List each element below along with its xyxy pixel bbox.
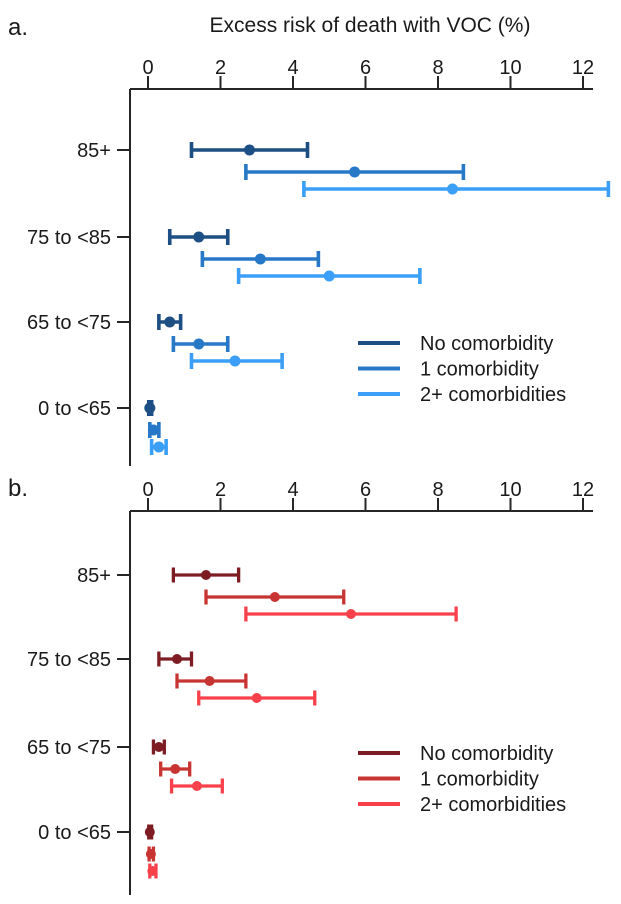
data-point-dot: [269, 592, 280, 602]
panel-a-label: a.: [8, 14, 29, 41]
category-label: 0 to <65: [38, 822, 111, 844]
x-axis-tick-label: 10: [499, 57, 521, 79]
data-point-dot: [251, 693, 262, 703]
data-point-dot: [447, 183, 458, 195]
data-point-dot: [172, 654, 182, 664]
data-point-dot: [147, 424, 159, 436]
x-axis-tick-label: 2: [215, 57, 226, 79]
x-axis-tick-label: 6: [360, 57, 371, 79]
legend-label: 2+ comorbidities: [420, 794, 566, 816]
x-axis-tick-label: 10: [499, 479, 521, 501]
legend-label: No comorbidity: [420, 333, 553, 355]
x-axis-tick-label: 8: [432, 57, 443, 79]
data-point-dot: [144, 827, 155, 837]
data-point-dot: [153, 742, 164, 752]
data-point-dot: [254, 253, 266, 265]
data-point-dot: [147, 866, 158, 876]
legend-label: No comorbidity: [420, 743, 553, 765]
x-axis-tick-label: 8: [432, 479, 443, 501]
x-axis-tick-label: 2: [215, 479, 226, 501]
data-point-dot: [153, 441, 165, 453]
data-point-dot: [144, 402, 156, 414]
data-point-dot: [164, 316, 176, 328]
data-point-dot: [244, 144, 255, 156]
legend-label: 1 comorbidity: [420, 769, 539, 791]
data-point-dot: [201, 570, 211, 580]
data-point-dot: [349, 166, 361, 178]
x-axis-tick-label: 12: [572, 57, 594, 79]
x-axis-tick-label: 0: [142, 479, 153, 501]
data-point-dot: [193, 338, 205, 350]
category-label: 65 to <75: [27, 737, 111, 759]
legend-label: 2+ comorbidities: [420, 384, 566, 406]
panel-b-label: b.: [8, 475, 29, 502]
x-axis-tick-label: 0: [142, 57, 153, 79]
data-point-dot: [145, 849, 156, 859]
category-label: 85+: [77, 140, 111, 162]
category-label: 75 to <85: [27, 649, 111, 671]
legend-label: 1 comorbidity: [420, 359, 539, 381]
data-point-dot: [204, 676, 215, 686]
data-point-dot: [229, 355, 241, 367]
data-point-dot: [346, 609, 356, 619]
category-label: 0 to <65: [38, 398, 111, 420]
chart-title: Excess risk of death with VOC (%): [209, 14, 531, 37]
x-axis-tick-label: 12: [572, 479, 594, 501]
data-point-dot: [193, 231, 205, 243]
x-axis-tick-label: 4: [287, 57, 298, 79]
data-point-dot: [191, 781, 202, 791]
category-label: 65 to <75: [27, 312, 111, 334]
data-point-dot: [323, 270, 335, 282]
x-axis-tick-label: 6: [360, 479, 371, 501]
category-label: 85+: [77, 565, 111, 587]
data-point-dot: [170, 764, 181, 774]
category-label: 75 to <85: [27, 227, 111, 249]
x-axis-tick-label: 4: [287, 479, 298, 501]
